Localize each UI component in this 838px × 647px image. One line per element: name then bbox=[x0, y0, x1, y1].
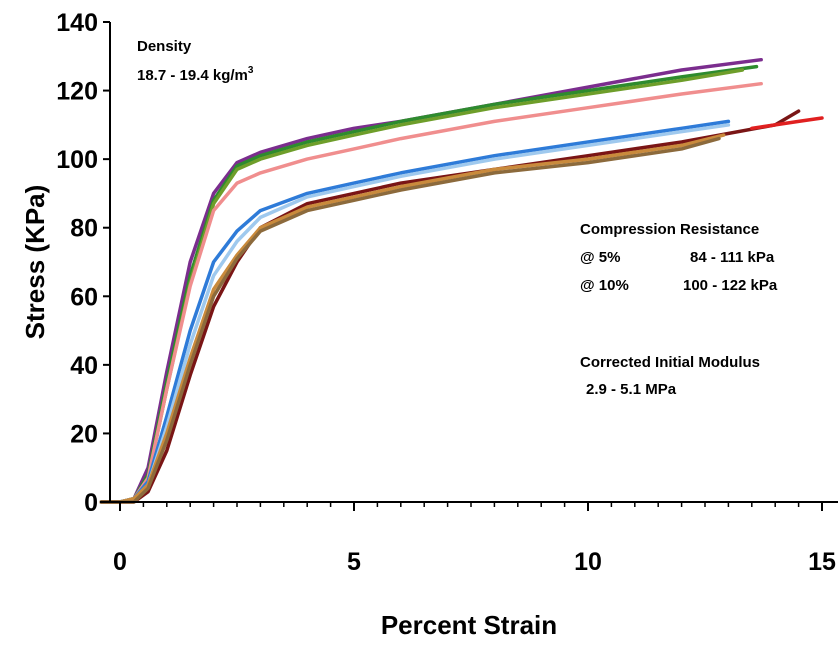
x-tick-label: 10 bbox=[574, 548, 602, 576]
y-tick-label: 120 bbox=[56, 78, 98, 106]
x-axis-title: Percent Strain bbox=[381, 610, 557, 640]
series-line-8 bbox=[750, 116, 824, 131]
series-line-1 bbox=[99, 57, 763, 504]
modulus-annotation: Corrected Initial Modulus 2.9 - 5.1 MPa bbox=[580, 354, 760, 398]
x-tick-label: 15 bbox=[808, 548, 836, 576]
at5-label: @ 5% bbox=[580, 249, 620, 266]
y-tick-label: 100 bbox=[56, 146, 98, 174]
series-layer bbox=[99, 57, 824, 504]
y-tick-label: 80 bbox=[70, 215, 98, 243]
density-annotation: Density 18.7 - 19.4 kg/m3 bbox=[137, 38, 254, 84]
at10-label: @ 10% bbox=[580, 277, 629, 294]
density-value: 18.7 - 19.4 kg/m3 bbox=[137, 65, 254, 84]
modulus-title: Corrected Initial Modulus bbox=[580, 354, 760, 371]
y-axis-title: Stress (KPa) bbox=[20, 185, 50, 340]
y-tick-label: 40 bbox=[70, 352, 98, 380]
modulus-value: 2.9 - 5.1 MPa bbox=[586, 381, 677, 398]
density-value-text: 18.7 - 19.4 kg/m bbox=[137, 67, 248, 84]
y-tick-label: 60 bbox=[70, 283, 98, 311]
x-tick-label: 0 bbox=[113, 548, 127, 576]
axis-layer: 0 5 10 15 0 20 40 60 80 100 120 140 bbox=[56, 9, 838, 576]
compression-title: Compression Resistance bbox=[580, 221, 759, 238]
compression-annotation: Compression Resistance @ 5% 84 - 111 kPa… bbox=[580, 221, 778, 294]
density-superscript: 3 bbox=[248, 65, 254, 76]
at5-value: 84 - 111 kPa bbox=[690, 249, 775, 266]
series-line-10 bbox=[99, 136, 721, 504]
x-tick-label: 5 bbox=[347, 548, 361, 576]
series-line-5 bbox=[99, 119, 731, 504]
y-tick-label: 140 bbox=[56, 9, 98, 37]
density-label: Density bbox=[137, 38, 192, 55]
y-tick-label: 0 bbox=[84, 489, 98, 517]
series-line-9 bbox=[99, 133, 726, 504]
series-line-7 bbox=[99, 109, 801, 504]
y-tick-label: 20 bbox=[70, 420, 98, 448]
at10-value: 100 - 122 kPa bbox=[683, 277, 778, 294]
